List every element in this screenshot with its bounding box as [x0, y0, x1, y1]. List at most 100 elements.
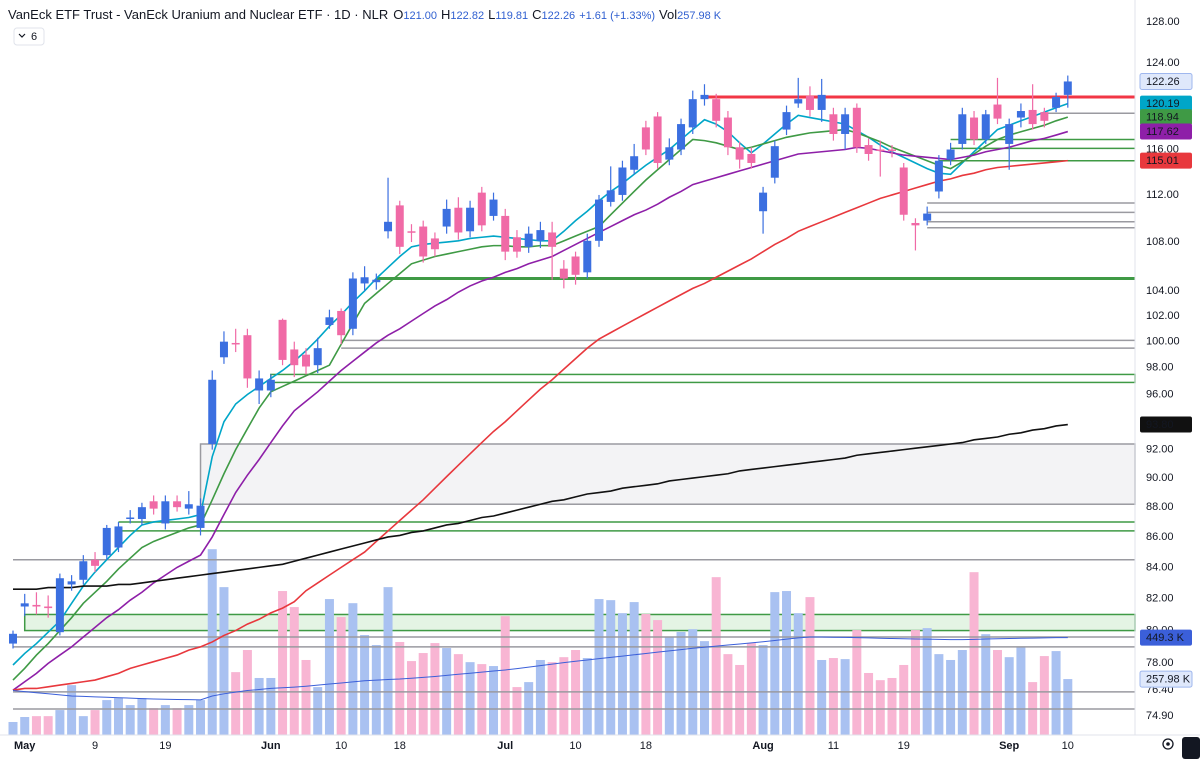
candle-body	[126, 517, 135, 520]
volume-bar	[547, 662, 557, 735]
candle-body	[454, 207, 463, 233]
candle-body	[266, 379, 275, 391]
volume-bar	[67, 685, 77, 735]
candle-body	[173, 501, 182, 508]
y-tick-label: 84.00	[1146, 561, 1174, 573]
volume-bar	[676, 632, 686, 735]
candle-body	[313, 348, 322, 366]
volume-bar	[817, 659, 827, 735]
volume-bar	[606, 600, 616, 735]
volume-bar	[360, 635, 370, 735]
volume-bar	[770, 592, 780, 735]
volume-bar	[840, 659, 850, 735]
volume-bar	[31, 716, 41, 735]
legend-volume-value: 257.98 K	[677, 10, 722, 22]
candle-body	[219, 341, 228, 358]
candle-body	[946, 149, 955, 160]
volume-bar	[875, 680, 885, 735]
y-tick-label: 104.00	[1146, 285, 1180, 297]
volume-bar	[805, 597, 815, 735]
volume-bar	[969, 572, 979, 735]
indicator-toggle[interactable]: 6	[13, 27, 45, 46]
candle-body	[770, 146, 779, 178]
price-badge-label: 257.98 K	[1146, 673, 1191, 685]
volume-bar	[8, 721, 18, 735]
candle-body	[993, 104, 1002, 119]
price-badge-label: 118.94	[1146, 112, 1179, 124]
gear-center	[1166, 742, 1170, 746]
candle-body	[606, 190, 615, 202]
volume-bar	[535, 659, 545, 735]
price-badge-label: 122.26	[1146, 76, 1180, 88]
candle-body	[876, 149, 885, 152]
candle-body	[923, 213, 932, 221]
volume-bar	[418, 653, 428, 735]
price-badge	[1140, 109, 1192, 126]
candle-body	[852, 107, 861, 148]
candle-body	[161, 501, 170, 524]
candle-body	[372, 279, 381, 283]
volume-bar	[500, 616, 510, 735]
candle-body	[688, 99, 697, 128]
volume-bar	[723, 654, 733, 735]
legend-value: 121.00	[403, 10, 437, 22]
candle-body	[302, 354, 310, 367]
scale-badge[interactable]	[1182, 737, 1200, 759]
volume-bar	[489, 666, 499, 735]
volume-bar	[324, 599, 334, 735]
x-tick-label: 18	[394, 740, 406, 752]
volume-bar	[137, 698, 147, 735]
y-tick-label: 116.00	[1146, 143, 1179, 155]
zone	[199, 443, 1136, 505]
volume-bar	[430, 643, 440, 735]
volume-bar	[664, 637, 674, 735]
candle-body	[747, 153, 756, 163]
candle-body	[536, 230, 545, 241]
candle-body	[9, 633, 17, 644]
plot-area	[8, 75, 1136, 735]
candle-body	[1040, 112, 1049, 121]
candle-body	[888, 149, 896, 152]
volume-bar	[922, 628, 932, 735]
price-badge	[1140, 152, 1192, 169]
candle-body	[759, 192, 768, 212]
volume-bar	[641, 614, 651, 735]
legend-value: 122.26	[542, 10, 576, 22]
candle-body	[782, 112, 791, 130]
header-line: VanEck ETF Trust - VanEck Uranium and Nu…	[8, 7, 722, 22]
volume-bar	[887, 677, 897, 735]
candle-body	[466, 207, 475, 232]
candle-body	[548, 232, 557, 247]
x-tick-label: 18	[640, 740, 652, 752]
chart-title: VanEck ETF Trust - VanEck Uranium and Nu…	[8, 7, 388, 22]
legend-key: H	[441, 7, 450, 22]
candle-body	[1028, 109, 1037, 125]
candle-body	[864, 145, 873, 154]
candle-body	[67, 581, 76, 585]
candle-body	[395, 205, 404, 247]
gear-icon[interactable]	[1162, 738, 1174, 750]
candle-body	[196, 505, 205, 528]
candle-body	[231, 342, 240, 345]
candle-body	[970, 117, 979, 140]
toggle-box[interactable]	[13, 27, 45, 46]
candle-body	[501, 215, 510, 252]
candle-body	[44, 606, 53, 609]
volume-bar	[348, 603, 358, 735]
volume-bar	[828, 658, 838, 735]
volume-bar	[172, 708, 182, 735]
settings-button[interactable]	[1162, 738, 1174, 750]
price-badge-label: 115.01	[1146, 155, 1179, 167]
volume-bar	[1004, 657, 1014, 735]
candle-body	[583, 240, 592, 273]
volume-bar	[278, 591, 288, 735]
volume-bar	[102, 700, 112, 735]
candle-body	[595, 199, 603, 241]
legend-change: +1.61 (+1.33%)	[579, 10, 655, 22]
candle-body	[700, 94, 709, 100]
volume-bar	[852, 630, 862, 735]
candle-body	[407, 231, 416, 233]
volume-bar	[395, 641, 405, 735]
candle-body	[899, 167, 908, 215]
